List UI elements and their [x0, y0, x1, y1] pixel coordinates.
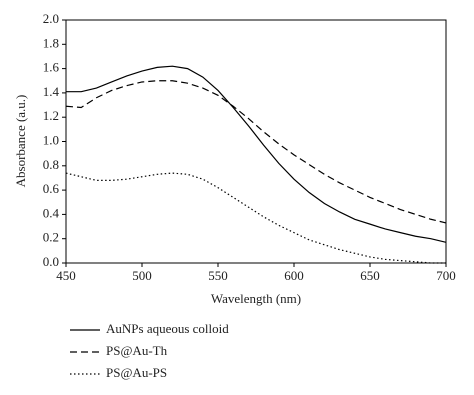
- y-tick-label: 2.0: [43, 11, 59, 26]
- x-tick-label: 500: [132, 268, 152, 283]
- y-tick-label: 0.6: [43, 181, 60, 196]
- x-tick-label: 550: [208, 268, 228, 283]
- x-tick-label: 700: [436, 268, 456, 283]
- legend-label: PS@Au-Th: [106, 343, 168, 358]
- y-tick-label: 0.2: [43, 230, 59, 245]
- y-tick-label: 1.2: [43, 108, 59, 123]
- legend-label: PS@Au-PS: [106, 365, 167, 380]
- x-tick-label: 600: [284, 268, 304, 283]
- legend-label: AuNPs aqueous colloid: [106, 321, 229, 336]
- x-axis-label: Wavelength (nm): [211, 291, 301, 306]
- plot-frame: [65, 19, 447, 264]
- y-tick-label: 1.0: [43, 132, 59, 147]
- y-tick-label: 0.0: [43, 254, 59, 269]
- y-tick-label: 0.4: [43, 205, 60, 220]
- line-series: [65, 172, 446, 264]
- line-series: [66, 65, 447, 243]
- y-tick-label: 0.8: [43, 157, 59, 172]
- x-tick-label: 450: [56, 268, 76, 283]
- y-tick-label: 1.8: [43, 35, 59, 50]
- x-tick-label: 650: [360, 268, 380, 283]
- y-axis-label: Absorbance (a.u.): [13, 95, 28, 188]
- line-series: [65, 80, 447, 224]
- y-tick-label: 1.6: [43, 60, 60, 75]
- y-tick-label: 1.4: [43, 84, 60, 99]
